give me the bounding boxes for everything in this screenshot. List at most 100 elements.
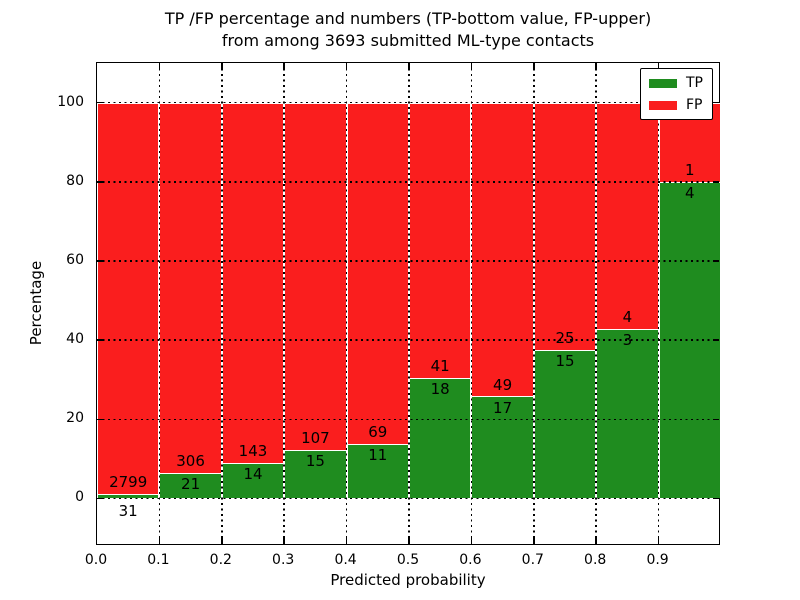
bar-column (159, 102, 222, 499)
bar-segment-tp (534, 350, 596, 499)
x-tick-label: 0.4 (334, 552, 357, 568)
tick-mark (408, 538, 410, 544)
y-tick-label: 60 (66, 251, 84, 268)
bar-column (346, 102, 409, 499)
bar-segment-tp (597, 328, 658, 499)
tick-mark (470, 63, 473, 69)
bar-label-fp: 25 (555, 329, 575, 348)
bar-segment-fp (472, 102, 533, 397)
gridline-vertical (158, 63, 161, 544)
chart-title-line1: TP /FP percentage and numbers (TP-bottom… (164, 9, 652, 28)
gridline-vertical (657, 63, 660, 544)
bar-label-tp: 4 (685, 183, 695, 202)
tick-mark (97, 260, 103, 262)
bar-segment-tp (160, 473, 221, 499)
gridline-vertical (221, 63, 223, 544)
tick-mark (713, 497, 719, 500)
tick-mark (713, 260, 719, 262)
bar-column (221, 102, 285, 499)
bar-column (284, 102, 347, 499)
bar-label-fp: 107 (301, 428, 330, 447)
bar-label-fp: 4 (622, 307, 633, 326)
tick-mark (713, 339, 719, 341)
legend-label: TP (686, 75, 703, 91)
bar-segment-fp (285, 102, 346, 450)
gridline-horizontal (97, 101, 719, 104)
chart-title-line2: from among 3693 submitted ML-type contac… (221, 31, 595, 50)
x-tick-label: 0.7 (521, 552, 544, 568)
chart-title: TP /FP percentage and numbers (TP-bottom… (88, 8, 728, 52)
bar-label-fp: 306 (176, 452, 205, 471)
bar-segment-tp (98, 494, 159, 499)
tick-mark (158, 63, 161, 69)
tick-mark (470, 538, 473, 544)
gridline-vertical (345, 63, 348, 544)
legend-label: FP (686, 97, 703, 113)
x-tick-label: 0.9 (646, 552, 669, 568)
gridline-horizontal (97, 339, 719, 341)
tick-mark (595, 63, 597, 69)
y-tick-label: 0 (75, 489, 84, 506)
bar-column (533, 102, 597, 499)
gridline-vertical (470, 63, 473, 544)
tick-mark (97, 339, 103, 341)
bar-column (471, 102, 534, 499)
tick-mark (345, 538, 348, 544)
tick-mark (595, 538, 597, 544)
bar-label-fp: 41 (430, 356, 450, 375)
gridline-vertical (595, 63, 597, 544)
y-tick-label: 20 (66, 410, 84, 427)
tick-mark (408, 63, 410, 69)
bar-segment-fp (534, 102, 596, 350)
bar-label-tp: 3 (622, 330, 633, 349)
bar-column (97, 102, 160, 499)
bar-label-tp: 11 (368, 446, 388, 465)
bar-label-tp: 15 (305, 451, 325, 470)
gridline-horizontal (97, 418, 719, 421)
x-tick-label: 0.0 (84, 552, 108, 568)
x-tick-label: 0.6 (459, 552, 482, 568)
bar-segment-tp (285, 449, 346, 499)
bar-segment-fp (347, 102, 408, 445)
bar-label-tp: 31 (118, 502, 138, 521)
tick-mark (283, 538, 285, 544)
bar-segment-fp (410, 102, 471, 378)
legend-entry-tp: TP (649, 76, 703, 90)
gridline-vertical (408, 63, 410, 544)
bar-label-fp: 143 (238, 442, 268, 461)
gridline-horizontal (97, 180, 719, 183)
tick-mark (713, 101, 719, 104)
legend-entry-fp: FP (649, 98, 703, 112)
tick-mark (283, 63, 285, 69)
bar-segment-fp (222, 102, 284, 464)
bar-label-tp: 18 (430, 379, 450, 398)
bar-segment-fp (160, 102, 221, 474)
bar-segment-tp (410, 377, 471, 499)
y-tick-label: 80 (66, 172, 84, 189)
x-tick-label: 0.3 (272, 552, 295, 568)
bar-label-fp: 1 (685, 160, 695, 179)
legend: TP FP (640, 68, 713, 120)
x-tick-label: 0.8 (584, 552, 607, 568)
bar-label-fp: 2799 (109, 473, 148, 492)
tick-mark (533, 63, 535, 69)
bar-segment-tp (222, 463, 284, 499)
tick-mark (221, 63, 223, 69)
bar-label-fp: 49 (493, 375, 513, 394)
tick-mark (221, 538, 223, 544)
tick-mark (158, 538, 161, 544)
bar-column (596, 102, 659, 499)
bar-label-tp: 17 (493, 398, 513, 417)
tick-mark (533, 538, 535, 544)
gridlines-layer (97, 63, 719, 544)
bar-column (409, 102, 472, 499)
plot-area: 2799 31 306 21 143 14 107 15 69 11 41 18 49 17 25 15 4 3 1… (96, 62, 721, 545)
tick-mark (97, 180, 103, 183)
tick-mark (657, 538, 660, 544)
tick-mark (713, 180, 719, 183)
gridline-vertical (283, 63, 285, 544)
x-tick-label: 0.2 (209, 552, 232, 568)
bar-label-tp: 21 (181, 475, 201, 494)
tick-mark (97, 101, 103, 104)
tick-marks-layer (97, 63, 719, 544)
